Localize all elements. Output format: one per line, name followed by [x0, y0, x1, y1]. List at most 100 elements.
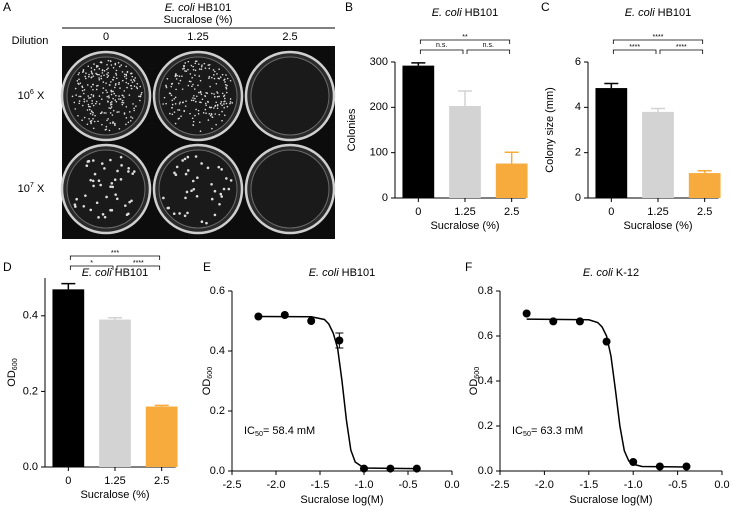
colony	[229, 98, 232, 100]
annotation: IC50= 63.3 mM	[512, 425, 583, 438]
colony	[107, 67, 109, 69]
text-part: OD	[201, 379, 213, 396]
colony	[105, 125, 108, 128]
colony	[173, 111, 176, 113]
plate-inner	[250, 149, 330, 229]
colony	[133, 80, 136, 82]
colony	[115, 72, 117, 75]
colony	[126, 86, 128, 89]
colony	[115, 100, 118, 103]
colony	[129, 72, 132, 75]
colony	[212, 69, 215, 71]
colony	[221, 104, 223, 107]
colony	[109, 60, 112, 62]
significance-label: *	[90, 260, 93, 267]
colony	[177, 82, 180, 85]
colony	[91, 159, 95, 162]
colony	[89, 96, 92, 99]
colony	[201, 98, 204, 101]
x-axis-label: Sucralose (%)	[80, 489, 149, 501]
colony	[223, 79, 225, 81]
text-part: IC	[244, 425, 255, 437]
colony	[116, 77, 118, 80]
colony	[81, 86, 84, 89]
colony	[227, 187, 231, 191]
colony	[93, 68, 96, 71]
colony	[118, 65, 121, 68]
x-tick-label: 1.25	[104, 475, 125, 487]
colony	[112, 97, 114, 100]
colony	[162, 196, 165, 200]
colony	[86, 100, 88, 102]
y-tick-label: 0.6	[478, 330, 493, 342]
colony	[99, 183, 102, 187]
panel-label: A	[3, 0, 11, 14]
colony	[100, 77, 103, 80]
colony	[200, 93, 203, 96]
colony	[207, 64, 210, 66]
colony	[88, 108, 91, 111]
error-bar	[335, 332, 344, 349]
colony	[93, 172, 97, 176]
colony	[135, 105, 137, 107]
colony	[119, 87, 121, 89]
colony	[173, 98, 176, 100]
colony	[219, 102, 222, 105]
colony	[92, 127, 95, 130]
colony	[175, 165, 179, 169]
colony	[117, 61, 120, 64]
colony	[125, 81, 128, 84]
colony	[220, 101, 223, 103]
colony	[130, 116, 132, 118]
colony	[223, 103, 225, 105]
colony	[195, 194, 199, 198]
colony	[189, 73, 192, 75]
colony	[90, 121, 92, 124]
colony	[121, 103, 124, 106]
colony	[121, 99, 124, 102]
y-tick-label: 300	[370, 56, 388, 68]
colony	[97, 216, 100, 219]
colony	[78, 72, 81, 74]
colony	[75, 197, 78, 201]
colony	[110, 89, 112, 92]
colony	[220, 195, 223, 198]
colony	[192, 97, 194, 99]
colony	[186, 211, 189, 215]
colony	[88, 75, 90, 78]
colony	[113, 86, 116, 89]
x-tick-label: 1.25	[454, 206, 475, 218]
column-label: 1.25	[187, 31, 208, 43]
colony	[195, 100, 197, 103]
colony	[169, 92, 172, 95]
colony	[139, 99, 141, 102]
colony	[87, 95, 89, 97]
colony	[113, 178, 117, 181]
colony	[78, 100, 81, 102]
plate-photo	[60, 27, 336, 239]
error-bar	[458, 90, 472, 106]
colony	[127, 170, 130, 173]
colony	[89, 120, 92, 123]
colony	[112, 90, 114, 93]
colony	[134, 77, 136, 79]
colony	[213, 93, 215, 95]
colony	[119, 155, 123, 159]
panel-label: E	[203, 260, 211, 274]
plate-inner	[158, 149, 238, 229]
text-part: 7	[30, 181, 34, 189]
colony	[126, 70, 129, 73]
colony	[198, 121, 201, 124]
colony	[118, 98, 120, 100]
colony	[98, 78, 101, 81]
colony	[74, 108, 77, 110]
significance-label: ****	[133, 260, 144, 267]
colony	[217, 165, 221, 169]
plates	[60, 50, 336, 235]
colony	[213, 70, 216, 73]
colony	[219, 76, 222, 79]
colony	[200, 220, 204, 223]
colony	[197, 84, 199, 87]
colony	[96, 73, 99, 76]
colony	[200, 68, 203, 71]
